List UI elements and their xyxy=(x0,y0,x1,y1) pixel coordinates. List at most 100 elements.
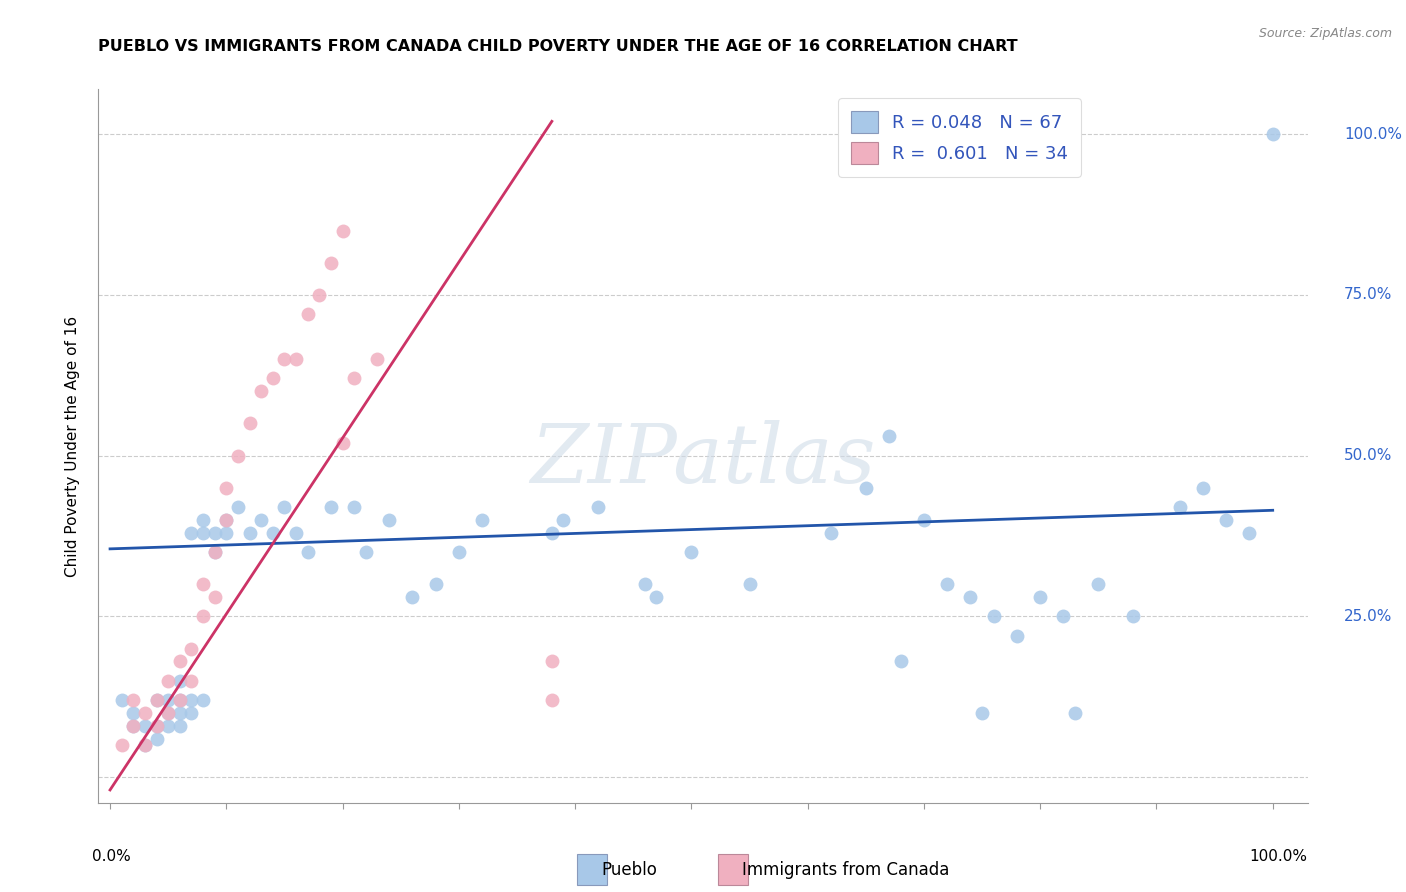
Point xyxy=(134,738,156,752)
Point xyxy=(262,371,284,385)
Point xyxy=(145,719,167,733)
Point xyxy=(297,307,319,321)
Point xyxy=(122,719,145,733)
Point xyxy=(308,288,330,302)
Text: 75.0%: 75.0% xyxy=(1344,287,1392,302)
Point xyxy=(250,513,273,527)
Point xyxy=(169,719,191,733)
Point xyxy=(180,641,202,656)
Point xyxy=(169,673,191,688)
Point xyxy=(471,513,494,527)
Point xyxy=(1064,706,1087,720)
Text: PUEBLO VS IMMIGRANTS FROM CANADA CHILD POVERTY UNDER THE AGE OF 16 CORRELATION C: PUEBLO VS IMMIGRANTS FROM CANADA CHILD P… xyxy=(98,38,1018,54)
Y-axis label: Child Poverty Under the Age of 16: Child Poverty Under the Age of 16 xyxy=(65,316,80,576)
Point xyxy=(215,525,238,540)
Point xyxy=(122,693,145,707)
Point xyxy=(354,545,377,559)
Point xyxy=(157,706,180,720)
Text: Source: ZipAtlas.com: Source: ZipAtlas.com xyxy=(1258,27,1392,40)
Point xyxy=(1168,500,1191,514)
Point xyxy=(645,590,668,604)
Point xyxy=(157,673,180,688)
Point xyxy=(215,513,238,527)
Point xyxy=(273,500,295,514)
Point xyxy=(145,693,167,707)
Point xyxy=(157,706,180,720)
Point xyxy=(262,525,284,540)
Point xyxy=(239,525,262,540)
Point xyxy=(273,352,295,367)
Point xyxy=(204,545,226,559)
Point xyxy=(111,693,134,707)
Point xyxy=(540,654,562,668)
Point xyxy=(191,693,214,707)
Point xyxy=(180,673,202,688)
Point xyxy=(1052,609,1074,624)
Point xyxy=(425,577,447,591)
Point xyxy=(169,693,191,707)
Point xyxy=(959,590,981,604)
Point xyxy=(215,513,238,527)
Point xyxy=(226,449,249,463)
Point xyxy=(553,513,575,527)
Text: 100.0%: 100.0% xyxy=(1250,849,1308,864)
Legend: R = 0.048   N = 67, R =  0.601   N = 34: R = 0.048 N = 67, R = 0.601 N = 34 xyxy=(838,98,1081,177)
Point xyxy=(134,738,156,752)
Point xyxy=(540,693,562,707)
Point xyxy=(145,693,167,707)
Text: 0.0%: 0.0% xyxy=(93,849,131,864)
Point xyxy=(1122,609,1144,624)
Point xyxy=(738,577,761,591)
Point xyxy=(401,590,423,604)
Point xyxy=(970,706,993,720)
Point xyxy=(180,706,202,720)
Point xyxy=(239,417,262,431)
Text: Pueblo: Pueblo xyxy=(602,861,658,879)
Point xyxy=(1192,481,1215,495)
Point xyxy=(157,693,180,707)
Point xyxy=(1239,525,1261,540)
Point xyxy=(191,525,214,540)
Point xyxy=(169,693,191,707)
Text: 50.0%: 50.0% xyxy=(1344,448,1392,463)
Point xyxy=(1261,127,1284,141)
Point xyxy=(180,693,202,707)
Point xyxy=(122,706,145,720)
Point xyxy=(366,352,388,367)
Point xyxy=(890,654,912,668)
Point xyxy=(332,224,354,238)
Point xyxy=(122,719,145,733)
Point xyxy=(226,500,249,514)
Point xyxy=(1005,629,1028,643)
Point xyxy=(588,500,610,514)
Point xyxy=(936,577,959,591)
Point xyxy=(169,706,191,720)
Point xyxy=(250,384,273,399)
Point xyxy=(1087,577,1109,591)
Point xyxy=(157,719,180,733)
Point xyxy=(191,577,214,591)
Point xyxy=(540,525,562,540)
Point xyxy=(180,525,202,540)
Point xyxy=(285,525,308,540)
Point xyxy=(191,513,214,527)
Point xyxy=(169,654,191,668)
Point xyxy=(145,731,167,746)
Text: 100.0%: 100.0% xyxy=(1344,127,1402,142)
Point xyxy=(447,545,470,559)
Text: 25.0%: 25.0% xyxy=(1344,609,1392,624)
Point xyxy=(343,500,366,514)
Point xyxy=(877,429,900,443)
Point xyxy=(855,481,877,495)
Point xyxy=(634,577,657,591)
Point xyxy=(319,256,342,270)
Point xyxy=(191,609,214,624)
Point xyxy=(820,525,842,540)
Point xyxy=(204,525,226,540)
Point xyxy=(681,545,703,559)
Point xyxy=(1029,590,1052,604)
Text: Immigrants from Canada: Immigrants from Canada xyxy=(742,861,949,879)
Point xyxy=(285,352,308,367)
Point xyxy=(1215,513,1237,527)
Text: ZIPatlas: ZIPatlas xyxy=(530,420,876,500)
